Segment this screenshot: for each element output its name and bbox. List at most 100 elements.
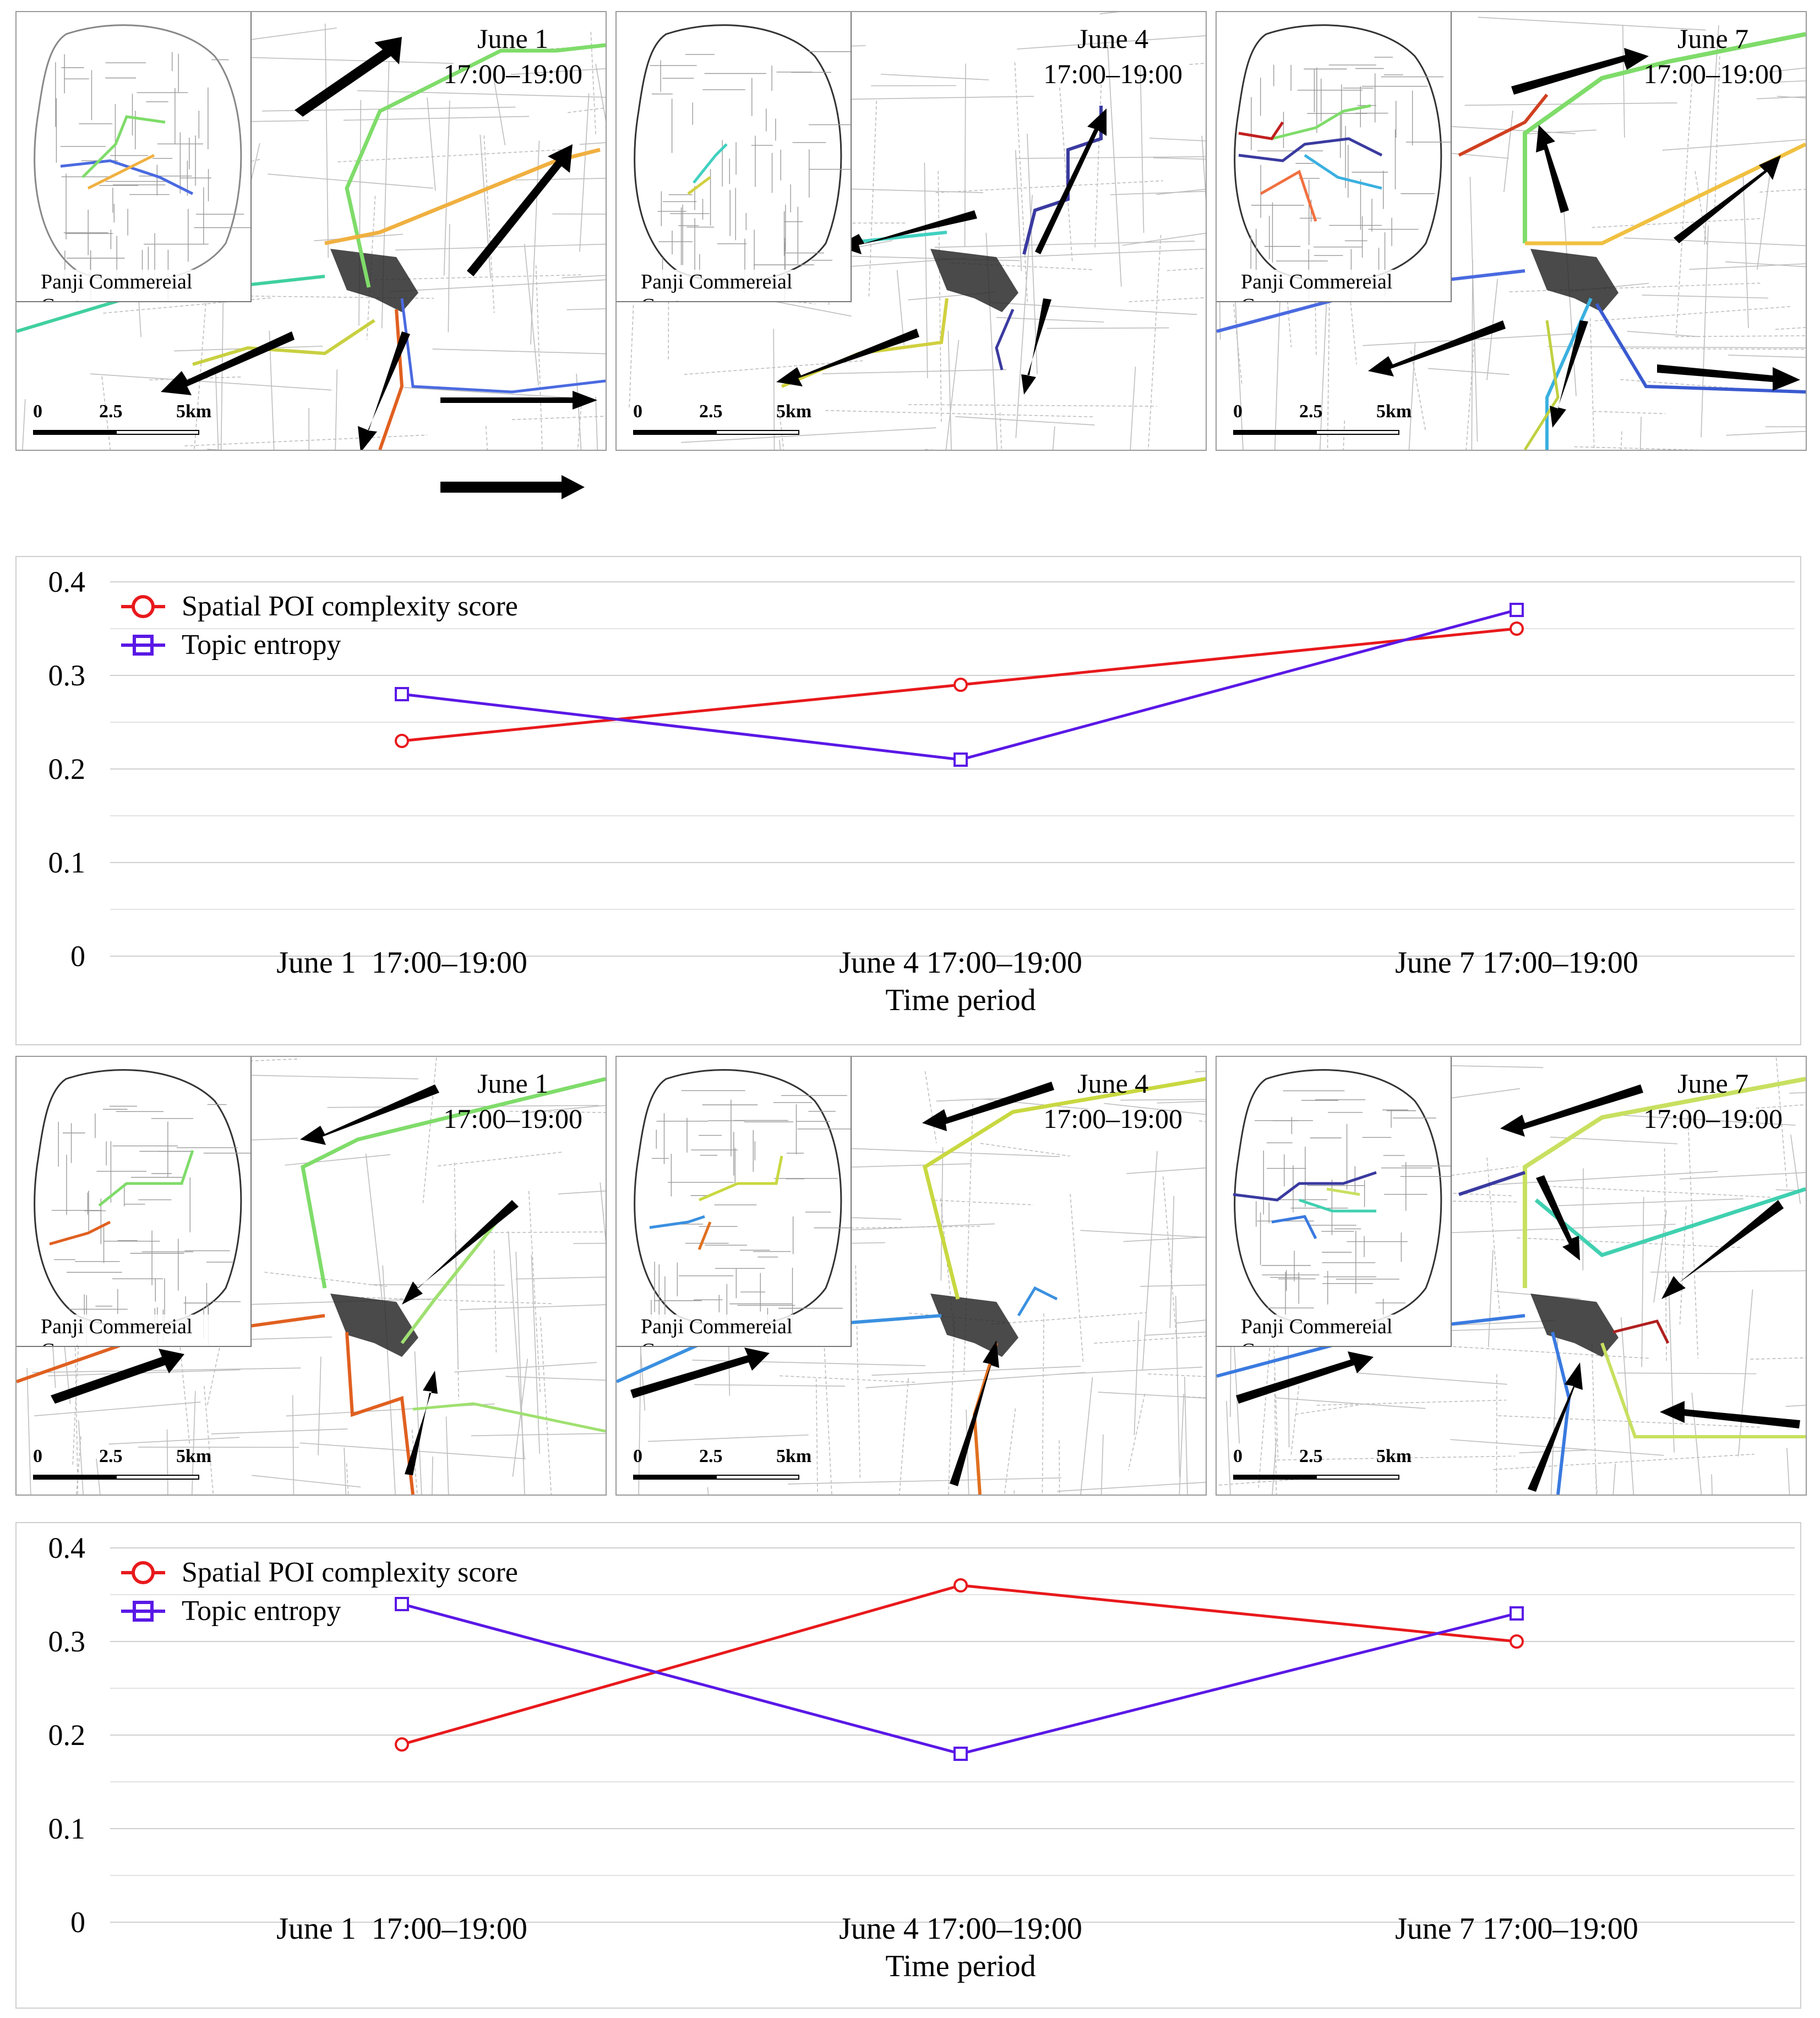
map-title-date: June 7 [1677,23,1749,54]
map-title-time: 17:00–19:00 [1043,58,1183,89]
y-tick-label: 0.4 [48,1531,86,1564]
series-line-topic-entropy [401,1602,1517,1755]
map-panel-row1-june7: Panji Commereial Center June 7 17:00–19:… [1216,11,1807,451]
scale-tick-0: 0 [1233,1446,1243,1466]
commercial-center-shape [1530,249,1619,312]
scale-bar: 0 2.5 5km [633,1446,811,1485]
scale-tick-0: 0 [633,1446,642,1466]
scale-tick-0: 0 [33,401,42,422]
data-point-topic-entropy [395,1597,409,1611]
data-point-spatial-poi [1510,1634,1524,1649]
scale-tick-2: 5km [776,401,812,422]
city-outline [34,1069,250,1346]
scale-tick-1: 2.5 [699,1446,723,1466]
data-point-spatial-poi [1510,621,1524,636]
commercial-center-shape [930,249,1018,312]
x-tick-label: June 4 17:00–19:00 [839,1912,1082,1946]
data-point-spatial-poi [953,1578,968,1592]
map-title-date: June 1 [477,1068,549,1099]
map-panel-row2-june4: Panji Commereial Center June 4 17:00–19:… [615,1056,1207,1496]
map-routes [17,1077,606,1495]
legend-label: Topic entropy [182,629,341,661]
legend-marker-circle [132,595,155,618]
y-tick-label: 0.2 [48,752,86,786]
city-outline [1234,24,1451,301]
line-chart-1: 0 0.1 0.2 0.3 0.4 June 1 17:00–19:00 June 4 17… [15,556,1801,1045]
legend-marker-circle [132,1561,155,1584]
map-title-date: June 4 [1077,23,1149,54]
data-point-topic-entropy [953,752,968,767]
map-title: June 1 17:00–19:00 [443,21,582,91]
scale-tick-1: 2.5 [99,1446,123,1466]
center-label: Panji Commereial Center [39,270,250,301]
city-outline [1233,1069,1451,1329]
map-title-date: June 7 [1677,1068,1749,1099]
map-title-time: 17:00–19:00 [1643,58,1783,89]
line-chart-1-plot: 0 0.1 0.2 0.3 0.4 June 1 17:00–19:00 June 4 17… [48,565,1795,1017]
map-title-time: 17:00–19:00 [1643,1103,1783,1134]
scale-bar: 0 2.5 5km [33,401,211,440]
scale-tick-0: 0 [633,401,642,422]
city-overview-inset: Panji Commereial Center [1217,1057,1452,1347]
x-axis-label: Time period [885,983,1036,1017]
map-title-time: 17:00–19:00 [443,1103,582,1134]
center-label: Panji Commereial Center [639,270,851,301]
y-tick-label: 0.3 [48,659,86,692]
direction-arrows [1368,48,1800,428]
map-routes [17,37,606,450]
map-title-date: June 1 [477,23,549,54]
line-chart-2-plot: 0 0.1 0.2 0.3 0.4 June 1 17:00–19:00 June 4 17… [48,1531,1795,1983]
legend-label: Spatial POI complexity score [182,591,518,622]
map-panel-row2-june7: Panji Commereial Center June 7 17:00–19:… [1216,1056,1807,1496]
city-overview-inset: Panji Commereial Center [17,12,252,302]
direction-arrows [161,37,597,450]
scale-bar: 0 2.5 5km [33,1446,212,1485]
data-point-topic-entropy [395,687,409,701]
map-title: June 7 17:00–19:00 [1643,21,1783,91]
x-tick-label: June 1 17:00–19:00 [276,1912,527,1946]
center-label: Panji Commereial Center [1239,270,1451,301]
legend-label: Spatial POI complexity score [182,1557,518,1588]
scale-bar: 0 2.5 5km [1233,401,1412,440]
direction-arrows [51,1084,519,1475]
line-chart-2: 0 0.1 0.2 0.3 0.4 June 1 17:00–19:00 June 4 17… [15,1522,1801,2009]
center-label: Panji Commereial Center [1239,1315,1451,1346]
commercial-center-shape [930,1294,1018,1357]
center-label: Panji Commereial Center [639,1315,851,1346]
scale-bar: 0 2.5 5km [1233,1446,1412,1485]
map-title: June 1 17:00–19:00 [443,1066,582,1136]
y-tick-label: 0 [70,1906,85,1939]
scale-tick-2: 5km [1376,401,1412,422]
data-point-topic-entropy [1510,603,1524,617]
city-overview-inset: Panji Commereial Center [617,1057,852,1347]
commercial-center-shape [330,1294,418,1357]
x-tick-label: June 7 17:00–19:00 [1395,1912,1638,1946]
map-routes [1217,32,1806,450]
scale-tick-1: 2.5 [1299,1446,1323,1466]
x-tick-label: June 1 17:00–19:00 [276,946,527,980]
map-title: June 7 17:00–19:00 [1643,1066,1783,1136]
scale-tick-0: 0 [1233,401,1243,422]
scale-tick-1: 2.5 [1299,401,1323,422]
scale-tick-2: 5km [1376,1446,1412,1466]
commercial-center-shape [1530,1294,1619,1357]
direction-arrows [776,108,1107,395]
scale-tick-1: 2.5 [99,401,123,422]
map-panel-row2-june1: Panji Commereial Center June 1 17:00–19:… [15,1056,607,1496]
center-label: Panji Commereial Center [39,1315,250,1346]
commercial-center-shape [330,249,418,312]
scale-tick-2: 5km [176,1446,212,1466]
map-title: June 4 17:00–19:00 [1043,1066,1183,1136]
scale-tick-0: 0 [33,1446,42,1466]
x-tick-label: June 4 17:00–19:00 [839,946,1082,980]
y-tick-label: 0.1 [48,1812,86,1845]
data-point-spatial-poi [395,734,409,748]
map-panel-row1-june4: Panji Commereial Center June 4 17:00–19:… [615,11,1207,451]
map-title-time: 17:00–19:00 [1043,1103,1183,1134]
data-point-topic-entropy [953,1747,968,1761]
data-point-spatial-poi [953,678,968,692]
y-tick-label: 0.3 [48,1625,86,1658]
y-tick-label: 0.4 [48,565,86,598]
direction-arrows [630,1082,1054,1486]
direction-arrows [1236,1084,1800,1492]
